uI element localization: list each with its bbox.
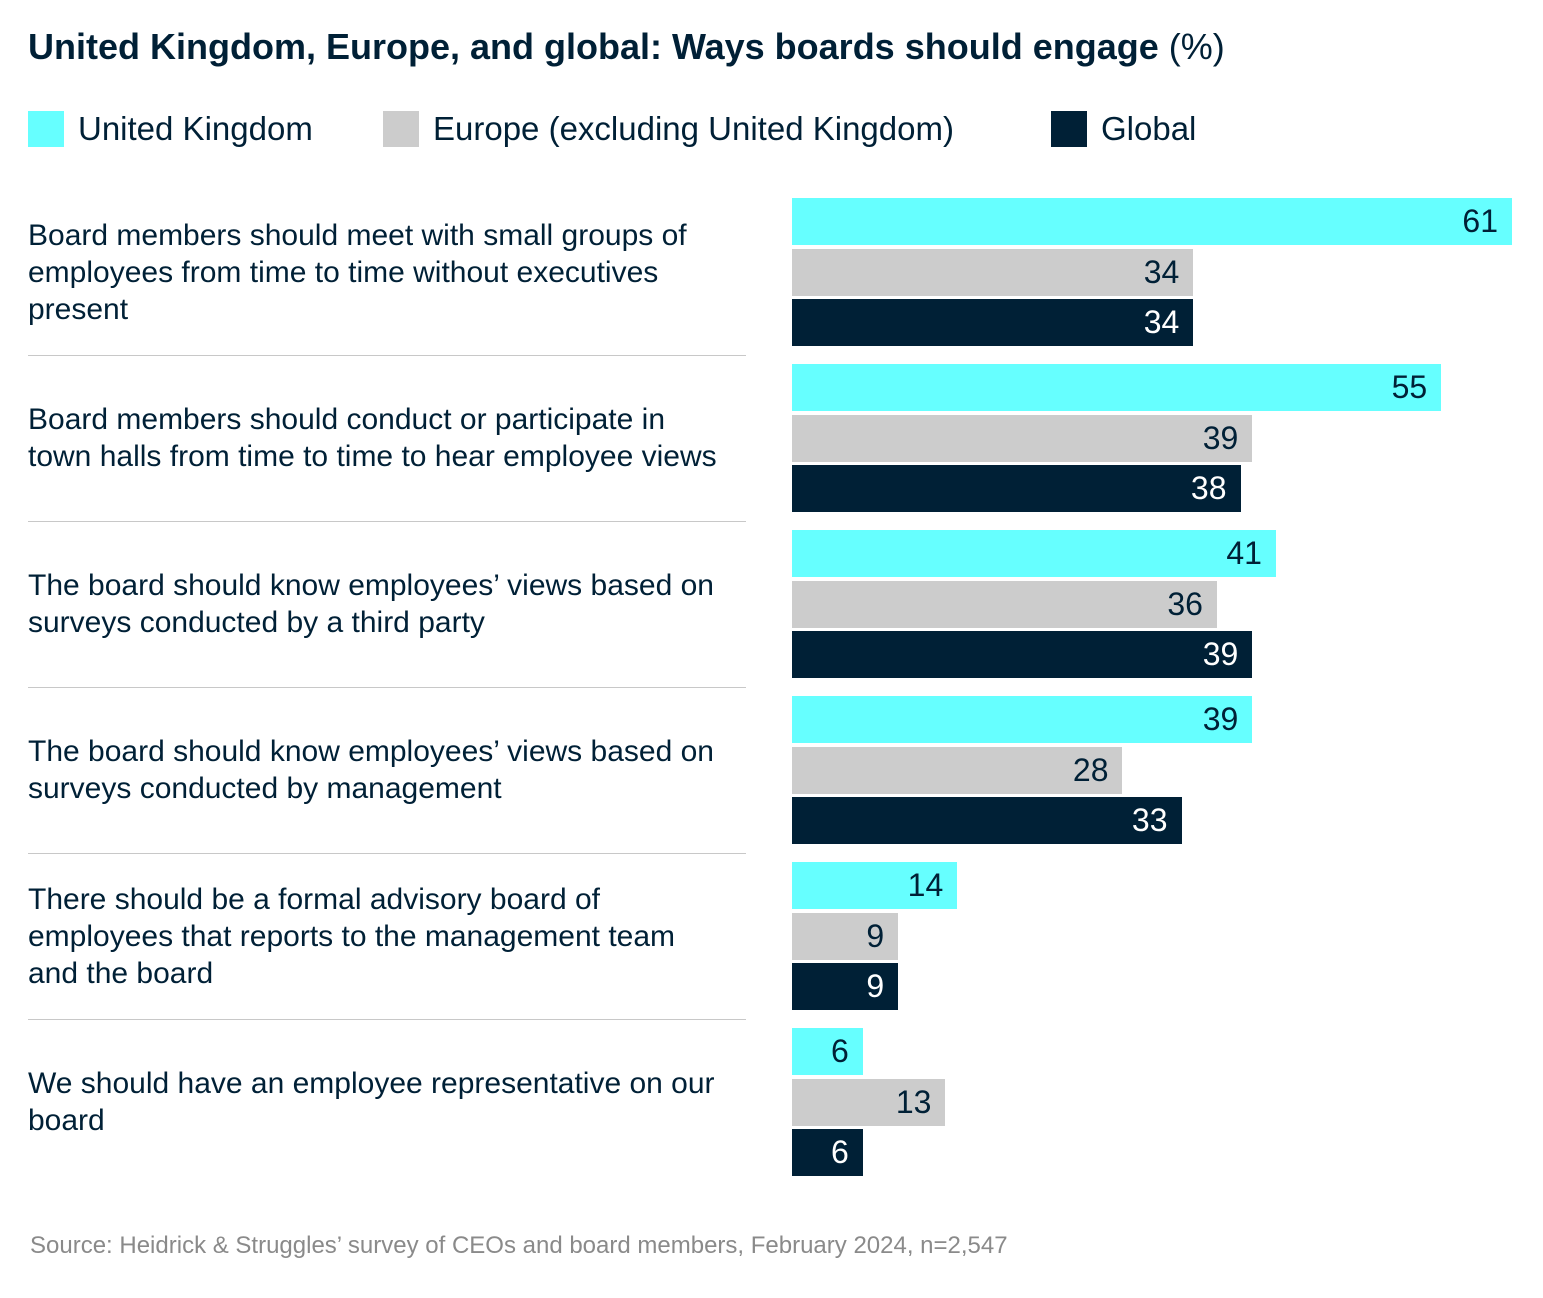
chart-title: United Kingdom, Europe, and global: Ways… xyxy=(28,26,1225,68)
data-label: 33 xyxy=(1131,802,1168,838)
title-text: United Kingdom, Europe, and global: Ways… xyxy=(28,26,1159,67)
row-divider xyxy=(28,1019,746,1020)
category-text: Board members should meet with small gro… xyxy=(28,218,687,326)
category-text: Board members should conduct or particip… xyxy=(28,403,717,473)
data-label: 39 xyxy=(1202,636,1239,672)
bar xyxy=(792,1028,863,1075)
title-unit: (%) xyxy=(1168,26,1225,67)
legend-swatch xyxy=(28,111,64,147)
legend-label: Global xyxy=(1101,110,1197,147)
row-divider xyxy=(28,687,746,688)
data-label: 28 xyxy=(1072,752,1109,788)
category-label: Board members should meet with small gro… xyxy=(28,198,728,346)
bar xyxy=(792,465,1241,512)
data-label: 6 xyxy=(831,1134,849,1170)
data-label: 34 xyxy=(1143,304,1180,340)
data-label: 6 xyxy=(831,1033,849,1069)
data-label: 55 xyxy=(1391,369,1428,405)
data-label: 61 xyxy=(1462,203,1498,239)
data-label: 13 xyxy=(895,1084,932,1120)
category-label: There should be a formal advisory board … xyxy=(28,862,728,1010)
bar xyxy=(792,913,899,960)
data-label: 34 xyxy=(1143,254,1180,290)
category-label: We should have an employee representativ… xyxy=(28,1028,728,1176)
bar xyxy=(792,862,958,909)
data-label: 9 xyxy=(866,918,885,954)
category-text: There should be a formal advisory board … xyxy=(28,882,676,990)
legend-item-uk: United Kingdom xyxy=(28,110,313,147)
bar xyxy=(792,747,1123,794)
legend-swatch xyxy=(1051,111,1087,147)
bar xyxy=(792,1129,863,1176)
row-divider xyxy=(28,521,746,522)
category-text: The board should know employees’ views b… xyxy=(28,569,714,639)
source-note: Source: Heidrick & Struggles’ survey of … xyxy=(30,1232,1008,1259)
bar xyxy=(792,249,1194,296)
data-label: 38 xyxy=(1190,470,1227,506)
legend-item-global: Global xyxy=(1051,110,1197,147)
bar xyxy=(792,797,1182,844)
data-label: 9 xyxy=(866,968,885,1004)
bar xyxy=(792,1079,946,1126)
legend-item-europe: Europe (excluding United Kingdom) xyxy=(383,110,954,147)
data-label: 39 xyxy=(1202,701,1239,737)
row-divider xyxy=(28,355,746,356)
bar xyxy=(792,530,1276,577)
legend-label: Europe (excluding United Kingdom) xyxy=(433,110,954,147)
data-label: 14 xyxy=(907,867,944,903)
data-label: 36 xyxy=(1167,586,1203,622)
category-label: The board should know employees’ views b… xyxy=(28,696,728,844)
bar xyxy=(792,581,1217,628)
category-label: The board should know employees’ views b… xyxy=(28,530,728,678)
bar xyxy=(792,198,1512,245)
legend-label: United Kingdom xyxy=(78,110,313,147)
bar xyxy=(792,299,1194,346)
category-label: Board members should conduct or particip… xyxy=(28,364,728,512)
bar xyxy=(792,963,899,1010)
legend-swatch xyxy=(383,111,419,147)
bar xyxy=(792,631,1253,678)
data-label: 41 xyxy=(1226,535,1262,571)
row-divider xyxy=(28,853,746,854)
category-text: We should have an employee representativ… xyxy=(28,1067,715,1137)
bar xyxy=(792,415,1253,462)
data-label: 39 xyxy=(1202,420,1239,456)
category-text: The board should know employees’ views b… xyxy=(28,735,714,805)
bar xyxy=(792,364,1442,411)
bar xyxy=(792,696,1253,743)
